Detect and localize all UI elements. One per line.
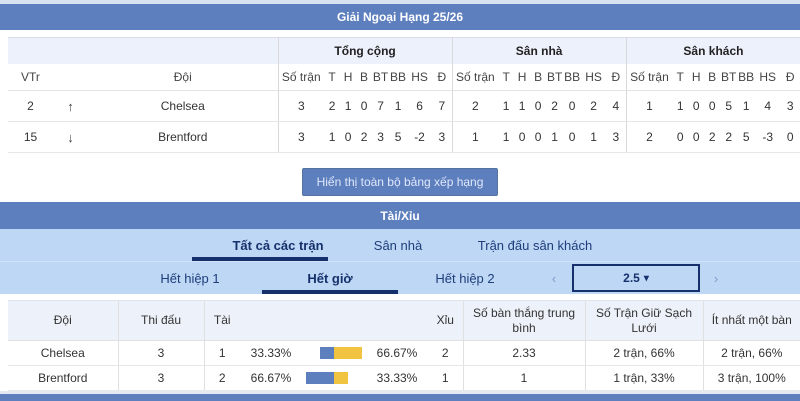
over-under-ratio-bar xyxy=(302,347,366,359)
group-total-header: Tổng cộng xyxy=(277,37,453,64)
tab-home[interactable]: Sân nhà xyxy=(373,237,423,253)
col-team: Đội xyxy=(88,63,279,91)
button-container: Hiển thị toàn bộ bảng xếp hạng xyxy=(0,161,800,202)
over-under-header-row: Đội Thi đấu Tài Xỉu Số bàn thắng trung b… xyxy=(8,300,800,341)
group-home-header: Sân nhà xyxy=(451,37,627,64)
group-away-header: Sân khách xyxy=(625,37,800,64)
over-under-sub-tabs: Hết hiệp 1 Hết giờ Hết hiệp 2 ‹ 2.5 ▾ › xyxy=(0,261,800,294)
tab-all-matches[interactable]: Tất cả các trận xyxy=(232,237,324,253)
subtab-second-half[interactable]: Hết hiệp 2 xyxy=(435,270,495,286)
over-under-ratio-bar xyxy=(302,372,366,384)
col-avg-goals: Số bàn thắng trung bình xyxy=(462,300,585,341)
rank: 15 xyxy=(8,121,53,153)
page-top-strip xyxy=(0,0,800,4)
team-name: Chelsea xyxy=(8,340,118,366)
under-bar-segment xyxy=(334,372,348,384)
line-value: 2.5 xyxy=(623,271,640,285)
col-over: Tài xyxy=(203,300,240,341)
league-group-header-row: Tổng cộng Sân nhà Sân khách xyxy=(8,37,800,64)
over-under-table: Đội Thi đấu Tài Xỉu Số bàn thắng trung b… xyxy=(8,300,800,391)
league-row-chelsea: 2 ↑ Chelsea 3 2 1 0 7 1 6 7 2 1 1 0 2 0 … xyxy=(8,90,800,122)
col-played: Thi đấu xyxy=(117,300,204,341)
team-name: Brentford xyxy=(8,365,118,391)
under-bar-segment xyxy=(334,347,362,359)
next-section-bar-edge xyxy=(0,394,800,401)
active-subtab-underline xyxy=(262,290,398,294)
line-prev-arrow[interactable]: ‹ xyxy=(551,270,557,286)
league-column-header-row: VTr Đội Số trận T H B BT BB HS Đ Số trận… xyxy=(8,63,800,91)
line-next-arrow[interactable]: › xyxy=(713,270,719,286)
chevron-down-icon: ▾ xyxy=(643,272,649,284)
over-under-title: Tài/Xỉu xyxy=(380,208,420,223)
league-row-brentford: 15 ↓ Brentford 3 1 0 2 3 5 -2 3 1 1 0 0 … xyxy=(8,121,800,153)
subtab-first-half[interactable]: Hết hiệp 1 xyxy=(160,270,220,286)
over-under-main-tabs: Tất cả các trận Sân nhà Trận đấu sân khá… xyxy=(0,229,800,261)
bottom-strip xyxy=(0,391,800,394)
col-team: Đội xyxy=(8,300,118,341)
league-title: Giải Ngoại Hạng 25/26 xyxy=(336,10,464,24)
league-table: Tổng cộng Sân nhà Sân khách VTr Đội Số t… xyxy=(8,37,800,153)
trend-down-icon: ↓ xyxy=(67,129,74,145)
team-name: Brentford xyxy=(88,121,279,153)
col-at-least-one: Ít nhất một bàn xyxy=(702,300,800,341)
active-tab-underline xyxy=(192,257,328,261)
league-header-bar: Giải Ngoại Hạng 25/26 xyxy=(0,4,800,30)
over-under-header-bar: Tài/Xỉu xyxy=(0,202,800,229)
col-clean-sheets: Số Trận Giữ Sạch Lưới xyxy=(584,300,703,341)
tab-away-matches[interactable]: Trận đấu sân khách xyxy=(477,237,593,253)
rank: 2 xyxy=(8,90,53,122)
ou-row-chelsea: Chelsea 3 1 33.33% 66.67% 2 2.33 2 trận,… xyxy=(8,340,800,366)
over-bar-segment xyxy=(306,372,334,384)
ou-row-brentford: Brentford 3 2 66.67% 33.33% 1 1 1 trận, … xyxy=(8,365,800,391)
trend-up-icon: ↑ xyxy=(67,98,74,114)
show-full-standings-button[interactable]: Hiển thị toàn bộ bảng xếp hạng xyxy=(301,167,499,196)
subtab-full-time[interactable]: Hết giờ xyxy=(307,270,353,286)
over-bar-segment xyxy=(320,347,334,359)
col-pos: VTr xyxy=(8,63,53,91)
col-under: Xỉu xyxy=(428,300,463,341)
team-name: Chelsea xyxy=(88,90,279,122)
line-selector-dropdown[interactable]: 2.5 ▾ xyxy=(572,264,700,292)
